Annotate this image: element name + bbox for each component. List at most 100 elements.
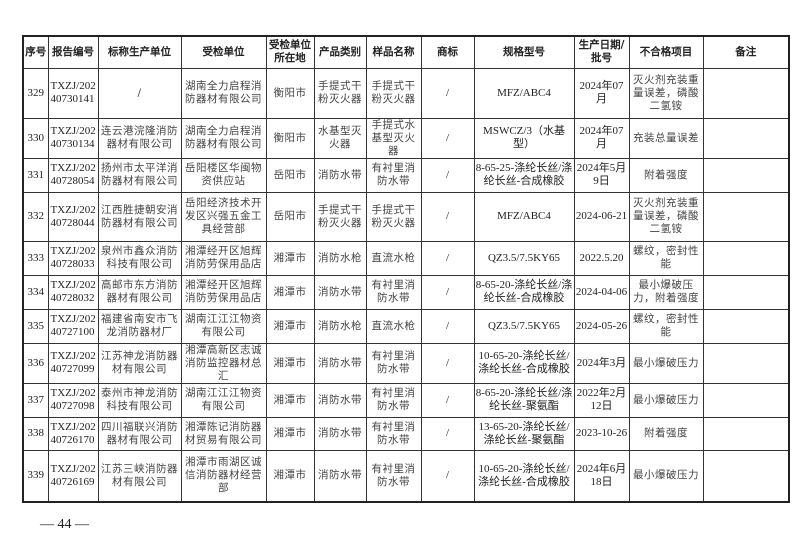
cell-index: 330 (22, 117, 49, 159)
cell-category: 手提式干粉灭火器 (313, 191, 367, 242)
cell-category: 消防水带 (313, 157, 367, 193)
cell-trademark: / (420, 117, 475, 159)
col-header-remarks: 备注 (702, 35, 790, 69)
cell-date: 2023-10-26 (573, 416, 630, 451)
cell-report-no: TXZJ/20240726170 (47, 416, 99, 451)
cell-remarks (702, 117, 790, 159)
cell-location: 岳阳市 (265, 157, 315, 193)
col-header-spec: 规格型号 (473, 35, 575, 69)
table-row: 338 TXZJ/20240726170 四川福联兴消防器材有限公司 湘潭陈记消防器材… (22, 416, 790, 451)
cell-manufacturer: 江苏神龙消防器材有限公司 (97, 342, 182, 384)
cell-category: 消防水带 (313, 342, 367, 384)
cell-spec: 10-65-20-涤纶长丝/涤纶长丝-合成橡胶 (473, 342, 575, 384)
cell-remarks (702, 191, 790, 242)
cell-spec: 8-65-25-涤纶长丝/涤纶长丝-合成橡胶 (473, 157, 575, 193)
cell-report-no: TXZJ/20240727099 (47, 342, 99, 384)
col-header-location: 受检单位所在地 (265, 35, 315, 69)
cell-index: 339 (22, 449, 49, 503)
cell-index: 332 (22, 191, 49, 242)
cell-trademark: / (420, 308, 475, 344)
cell-date: 2024年07月 (573, 117, 630, 159)
cell-index: 331 (22, 157, 49, 193)
cell-date: 2024年6月18日 (573, 449, 630, 503)
cell-date: 2024-05-26 (573, 308, 630, 344)
cell-category: 手提式干粉灭火器 (313, 67, 367, 119)
cell-inspected-unit: 湘潭陈记消防器材贸易有限公司 (180, 416, 267, 451)
cell-index: 338 (22, 416, 49, 451)
cell-trademark: / (420, 274, 475, 310)
cell-date: 2024年3月 (573, 342, 630, 384)
table-row: 333 TXZJ/20240728033 泉州市鑫众消防科技有限公司 湘潭经开区旭辉消… (22, 240, 790, 276)
cell-index: 333 (22, 240, 49, 276)
cell-location: 衡阳市 (265, 67, 315, 119)
cell-inspected-unit: 湘潭经开区旭辉消防劳保用品店 (180, 274, 267, 310)
cell-report-no: TXZJ/20240727100 (47, 308, 99, 344)
col-header-date: 生产日期/批号 (573, 35, 630, 69)
cell-inspected-unit: 湖南江江江物资有限公司 (180, 382, 267, 418)
cell-category: 消防水枪 (313, 240, 367, 276)
table-row: 330 TXZJ/20240730134 连云港浣隆消防器材有限公司 湖南全力启程消防… (22, 117, 790, 159)
cell-remarks (702, 274, 790, 310)
cell-date: 2024年07月 (573, 67, 630, 119)
cell-report-no: TXZJ/20240730141 (47, 67, 99, 119)
table-row: 335 TXZJ/20240727100 福建省南安市飞龙消防器材厂 湖南江江江物资有… (22, 308, 790, 344)
cell-index: 337 (22, 382, 49, 418)
cell-failed-items: 最小爆破压力 (628, 449, 704, 503)
cell-spec: 8-65-20-涤纶长丝/涤纶长丝-合成橡胶 (473, 274, 575, 310)
cell-location: 湘潭市 (265, 342, 315, 384)
cell-sample-name: 有衬里消防水带 (365, 382, 422, 418)
table-row: 331 TXZJ/20240728054 扬州市太平洋消防器材有限公司 岳阳楼区华闽物… (22, 157, 790, 193)
cell-manufacturer: 高邮市东方消防器材有限公司 (97, 274, 182, 310)
page-number: — 44 — (40, 517, 89, 532)
cell-remarks (702, 382, 790, 418)
cell-inspected-unit: 湘潭高新区志诚消防监控器材总汇 (180, 342, 267, 384)
cell-remarks (702, 449, 790, 503)
cell-sample-name: 手提式干粉灭火器 (365, 67, 422, 119)
cell-category: 消防水枪 (313, 308, 367, 344)
cell-failed-items: 最小爆破压力 (628, 382, 704, 418)
table-row: 332 TXZJ/20240728044 江西胜捷朝安消防器材有限公司 岳阳经济技术开… (22, 191, 790, 242)
table-row: 334 TXZJ/20240728032 高邮市东方消防器材有限公司 湘潭经开区旭辉消… (22, 274, 790, 310)
cell-manufacturer: 泉州市鑫众消防科技有限公司 (97, 240, 182, 276)
table-row: 336 TXZJ/20240727099 江苏神龙消防器材有限公司 湘潭高新区志诚消防… (22, 342, 790, 384)
cell-location: 湘潭市 (265, 308, 315, 344)
cell-location: 衡阳市 (265, 117, 315, 159)
cell-failed-items: 充装总量误差 (628, 117, 704, 159)
cell-manufacturer: / (97, 67, 182, 119)
cell-sample-name: 有衬里消防水带 (365, 157, 422, 193)
cell-sample-name: 手提式干粉灭火器 (365, 191, 422, 242)
cell-spec: 10-65-20-涤纶长丝/涤纶长丝-合成橡胶 (473, 449, 575, 503)
cell-sample-name: 直流水枪 (365, 240, 422, 276)
col-header-failed-items: 不合格项目 (628, 35, 704, 69)
cell-trademark: / (420, 67, 475, 119)
cell-sample-name: 有衬里消防水带 (365, 342, 422, 384)
cell-index: 335 (22, 308, 49, 344)
cell-manufacturer: 扬州市太平洋消防器材有限公司 (97, 157, 182, 193)
table-row: 329 TXZJ/20240730141/湖南全力启程消防器材有限公司 衡阳市 手提式… (22, 67, 790, 119)
cell-date: 2022年2月12日 (573, 382, 630, 418)
cell-trademark: / (420, 449, 475, 503)
cell-manufacturer: 泰州市神龙消防科技有限公司 (97, 382, 182, 418)
cell-inspected-unit: 湘潭市雨湖区诚信消防器材经营部 (180, 449, 267, 503)
col-header-report-no: 报告编号 (47, 35, 99, 69)
cell-remarks (702, 416, 790, 451)
cell-category: 水基型灭火器 (313, 117, 367, 159)
cell-date: 2024-04-06 (573, 274, 630, 310)
cell-manufacturer: 江西胜捷朝安消防器材有限公司 (97, 191, 182, 242)
inspection-results-table: 序号 报告编号 标称生产单位 受检单位 受检单位所在地 产品类别 样品名称 商标… (22, 35, 790, 503)
cell-index: 334 (22, 274, 49, 310)
cell-remarks (702, 157, 790, 193)
cell-spec: QZ3.5/7.5KY65 (473, 240, 575, 276)
cell-spec: 13-65-20-涤纶长丝/涤纶长丝-聚氨酯 (473, 416, 575, 451)
cell-manufacturer: 连云港浣隆消防器材有限公司 (97, 117, 182, 159)
cell-trademark: / (420, 342, 475, 384)
cell-category: 消防水带 (313, 274, 367, 310)
cell-report-no: TXZJ/20240728032 (47, 274, 99, 310)
cell-manufacturer: 福建省南安市飞龙消防器材厂 (97, 308, 182, 344)
cell-report-no: TXZJ/20240730134 (47, 117, 99, 159)
col-header-sample-name: 样品名称 (365, 35, 422, 69)
cell-date: 2022.5.20 (573, 240, 630, 276)
cell-report-no: TXZJ/20240726169 (47, 449, 99, 503)
cell-remarks (702, 67, 790, 119)
